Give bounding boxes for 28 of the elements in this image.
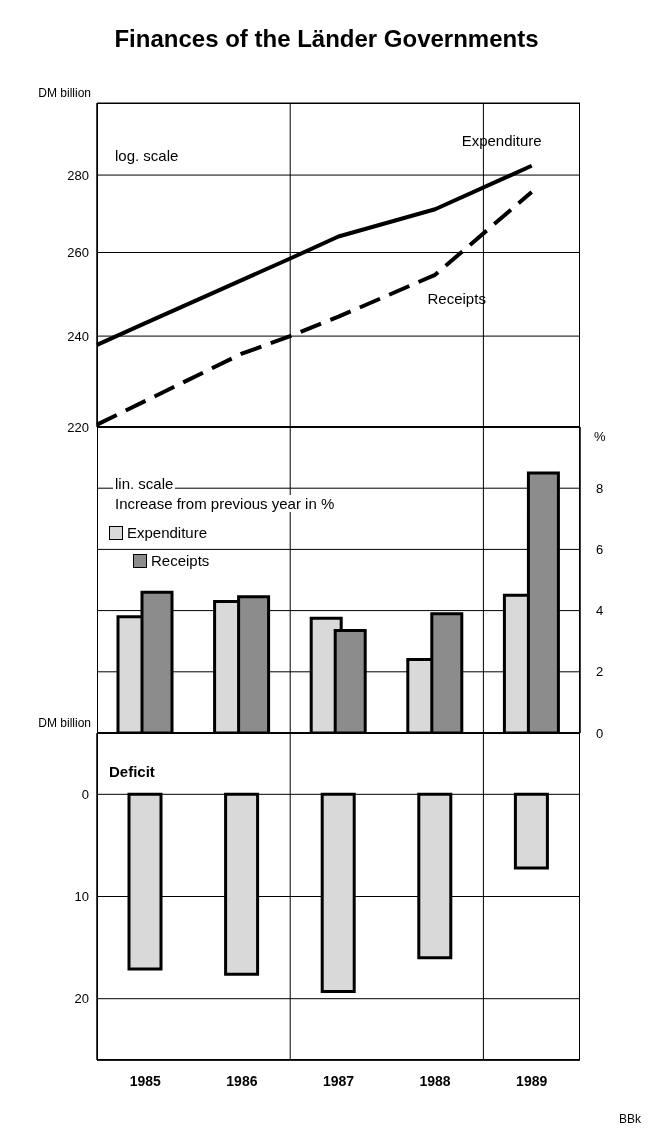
- legend-label: Expenditure: [127, 524, 208, 541]
- y2-tick-label: 0: [596, 725, 604, 741]
- y-axis-title: DM billion: [38, 86, 91, 100]
- x-tick-label: 1989: [516, 1072, 548, 1089]
- annotation: lin. scale: [115, 475, 174, 492]
- y-tick-label: 240: [67, 328, 89, 344]
- y-axis-title: DM billion: [38, 716, 91, 730]
- y2-tick-label: 4: [596, 603, 604, 619]
- y2-tick-label: 8: [596, 480, 604, 496]
- y-tick-label: 220: [67, 419, 89, 435]
- chart-title: Finances of the Länder Governments: [114, 25, 539, 52]
- x-tick-label: 1985: [129, 1072, 162, 1089]
- x-tick-label: 1987: [322, 1072, 355, 1089]
- y-tick-label: 280: [67, 167, 89, 183]
- y2-tick-label: 6: [596, 542, 604, 558]
- annotation: log. scale: [115, 147, 179, 164]
- annotation: Increase from previous year in %: [115, 495, 335, 512]
- y-tick-label: 20: [74, 991, 89, 1007]
- y-tick-label: 260: [67, 245, 89, 261]
- y-tick-label: 0: [81, 786, 89, 802]
- y2-tick-label: 2: [596, 664, 604, 680]
- y2-axis-title: %: [594, 429, 606, 444]
- text: BBk: [618, 1112, 641, 1126]
- x-tick-label: 1988: [419, 1072, 451, 1089]
- text: Deficit: [109, 763, 155, 780]
- y-tick-label: 10: [74, 889, 89, 905]
- x-tick-label: 1986: [226, 1072, 258, 1089]
- legend-label: Receipts: [151, 552, 210, 569]
